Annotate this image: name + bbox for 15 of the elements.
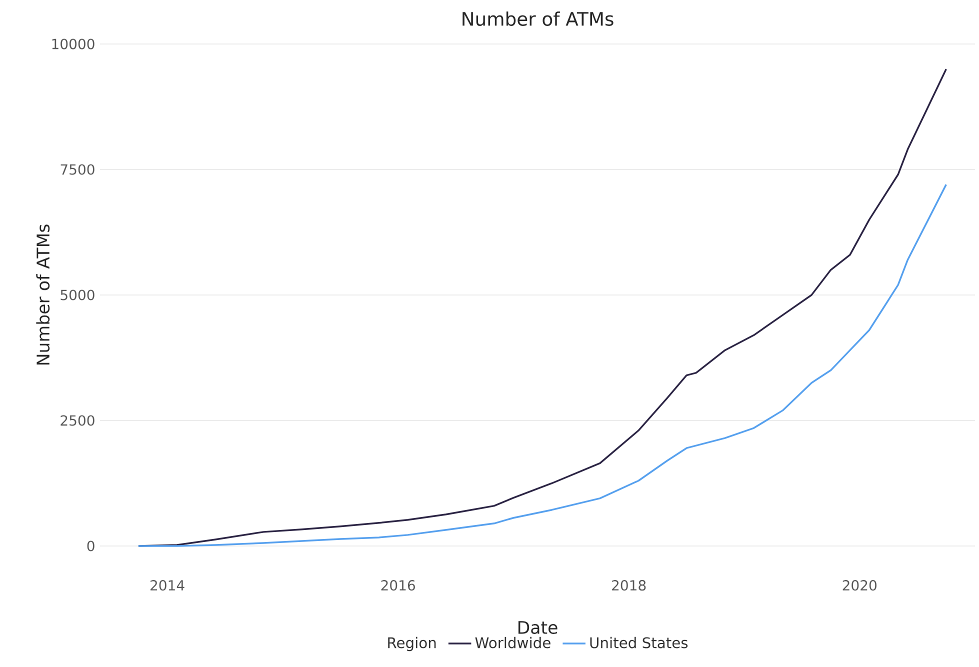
x-tick-label: 2016 xyxy=(381,580,415,591)
legend-title: Region xyxy=(388,636,436,652)
x-tick-label: 2020 xyxy=(842,580,876,591)
x-tick-label: 2018 xyxy=(612,580,646,591)
y-tick-label: 7500 xyxy=(60,164,94,175)
legend-label: United States xyxy=(590,636,688,648)
y-tick-label: 5000 xyxy=(60,290,94,300)
y-tick-label: 10000 xyxy=(52,38,94,50)
y-tick-label: 0 xyxy=(87,540,94,552)
legend-label: Worldwide xyxy=(475,636,550,648)
y-axis-title: Number of ATMs xyxy=(36,224,50,365)
x-axis-title: Date xyxy=(518,621,558,634)
x-tick-label: 2014 xyxy=(150,580,184,591)
chart-title: Number of ATMs xyxy=(462,12,614,26)
y-tick-label: 2500 xyxy=(60,415,94,426)
